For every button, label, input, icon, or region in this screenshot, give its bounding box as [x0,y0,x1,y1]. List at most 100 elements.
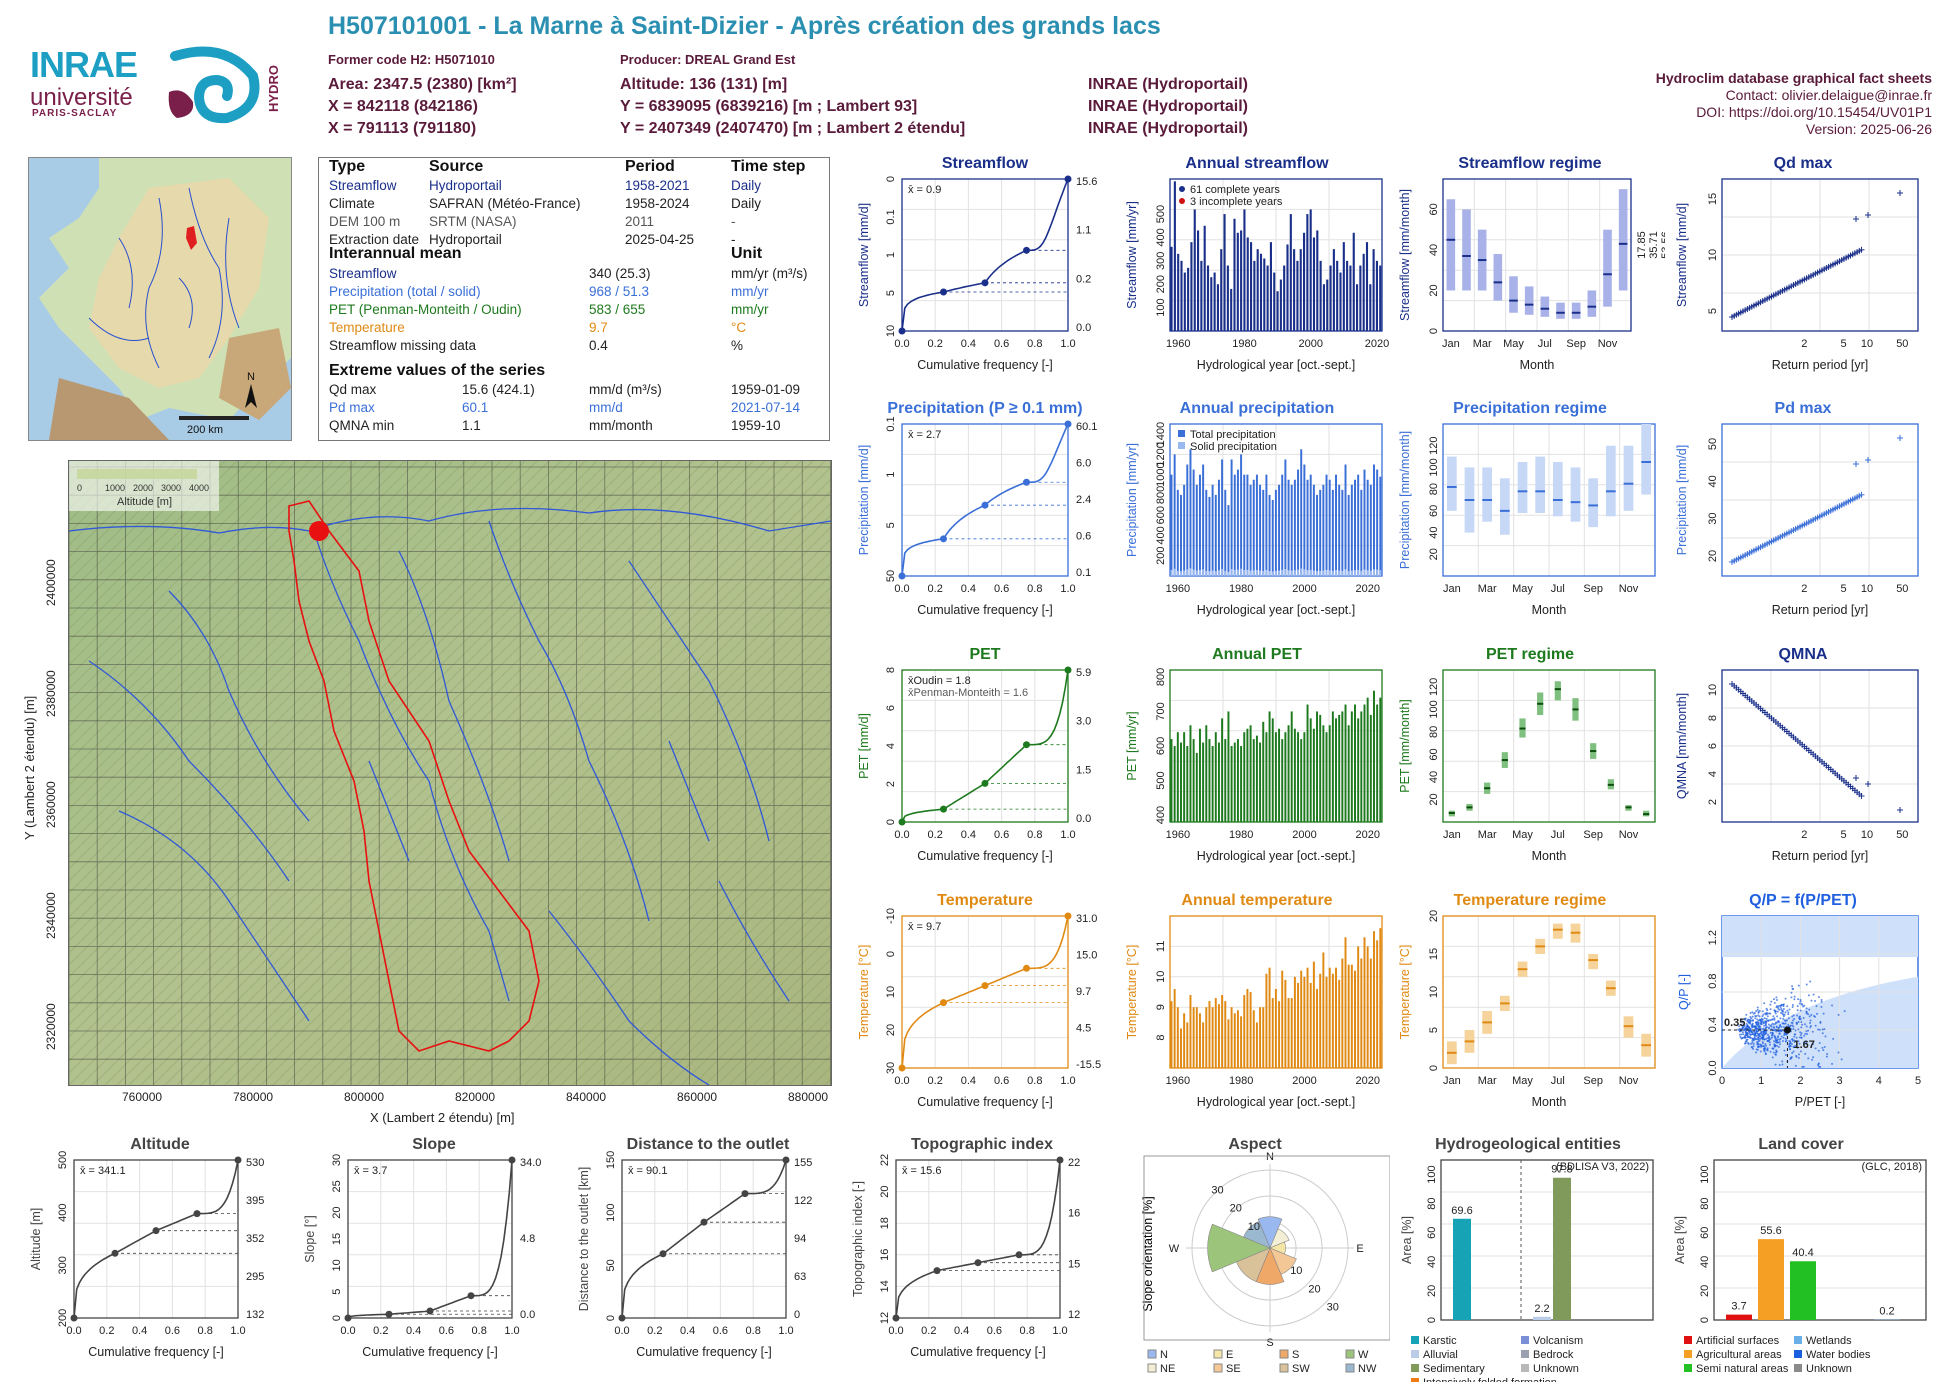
bar [1335,718,1338,822]
budyko-point [1818,1065,1821,1068]
budyko-point [1784,1011,1787,1014]
box [1482,467,1493,522]
plot-frame [1442,178,1632,332]
bar [1224,1001,1227,1068]
bar-solid [1208,571,1211,576]
contact-email[interactable]: Contact: olivier.delaigue@inrae.fr [1725,87,1932,103]
budyko-point [1803,1034,1806,1037]
bar-solid [1211,570,1214,576]
budyko-point [1743,1024,1746,1027]
catchment-location-marker [186,226,197,250]
budyko-point [1756,1008,1759,1011]
bar-value-label: 55.6 [1760,1225,1781,1237]
fdc-point [426,1307,434,1315]
right-tick: 0.0 [520,1309,535,1321]
mean-unit-0: mm/yr (m³/s) [731,266,808,281]
bar-solid [1338,570,1341,576]
budyko-point [1810,1013,1813,1016]
x-tick: 0.8 [746,1325,761,1337]
budyko-point [1751,1019,1754,1022]
bar [1309,982,1312,1068]
bar [1240,746,1243,822]
y-axis-label: Temperature [°C] [1398,945,1412,1040]
budyko-point [1779,1017,1782,1020]
legend-marker [1411,1336,1419,1344]
y-tick: 100 [1155,298,1167,316]
budyko-point [1814,999,1817,1002]
bar [1189,995,1192,1068]
source-2: INRAE (Hydroportail) [1088,98,1248,115]
box [1552,923,1563,939]
bar-solid [1297,569,1300,576]
box [1571,302,1581,319]
chart-title: Streamflow [941,155,1029,172]
bar [1233,1013,1236,1068]
y-tick: 200 [1155,547,1167,565]
budyko-point [1790,991,1793,994]
catchment-map[interactable]: 0 1000 2000 3000 4000 Altitude [m] [68,460,832,1086]
budyko-point [1762,1045,1765,1048]
bar [1230,459,1233,576]
budyko-point [1761,1040,1764,1043]
bar [1200,260,1203,331]
budyko-point [1761,1036,1764,1039]
budyko-point [1825,1055,1828,1058]
radial-tick: 30 [1327,1302,1339,1314]
right-tick: 15.6 [1076,176,1097,188]
chart-title: Annual precipitation [1179,400,1335,417]
bar [1173,454,1176,576]
fdc-point [111,1249,119,1257]
budyko-point [1805,1030,1808,1033]
budyko-point [1797,984,1800,987]
bar [1366,946,1369,1068]
legend-label: W [1358,1349,1369,1361]
bar [1259,484,1262,576]
budyko-mean-point [1783,1026,1791,1034]
legend-label: Alluvial [1423,1349,1458,1361]
left-tick: 10 [331,1259,343,1271]
budyko-point [1766,1015,1769,1018]
bar [1369,958,1372,1068]
y-tick: 0 [1426,1317,1438,1323]
bar [1283,265,1286,331]
info-period-0: 1958-2021 [625,178,690,193]
bar [1273,272,1276,331]
bar-solid [1186,569,1189,576]
budyko-point [1791,1051,1794,1054]
bar-solid [1319,570,1322,576]
budyko-point [1817,1049,1820,1052]
budyko-point [1764,1012,1767,1015]
y-tick: 0.8 [1707,973,1719,988]
bar [1243,732,1246,822]
budyko-point [1756,1042,1759,1045]
fdc-curve [901,915,1069,1069]
x-axis-label: Cumulative frequency [-] [88,1345,223,1359]
plot-frame [1440,1159,1654,1321]
bar-solid [1227,571,1230,576]
x-tick: 0.4 [954,1325,969,1337]
budyko-point [1742,1033,1745,1036]
left-tick: 100 [605,1203,617,1221]
bar [1303,976,1306,1068]
bar-solid [1271,571,1274,576]
annot-x: 1.67 [1793,1039,1814,1051]
bar-solid [1347,571,1350,576]
return-point [1865,781,1871,787]
budyko-point [1754,1034,1757,1037]
doi-link[interactable]: DOI: https://doi.org/10.15454/UV01P1 [1696,104,1932,120]
chart-title: Precipitation (P ≥ 0.1 mm) [887,400,1083,417]
budyko-point [1791,985,1794,988]
budyko-point [1745,1040,1748,1043]
bar [1341,489,1344,576]
budyko-point [1757,1033,1760,1036]
budyko-point [1755,1051,1758,1054]
budyko-point [1766,1047,1769,1050]
x-tick: 0.2 [928,583,943,595]
x-tick: 50 [1896,338,1908,350]
budyko-point [1781,1063,1784,1066]
compass-label: N [1266,1151,1274,1163]
fdc-point [152,1227,160,1235]
x-axis-label: Month [1520,358,1555,372]
bar-value-label: 0.2 [1879,1306,1894,1318]
bar [1195,1007,1198,1068]
